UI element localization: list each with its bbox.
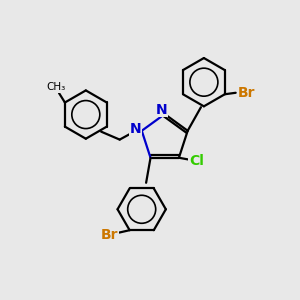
Text: CH₃: CH₃ (46, 82, 66, 92)
Text: N: N (130, 122, 141, 136)
Text: N: N (155, 103, 167, 117)
Text: Cl: Cl (189, 154, 204, 168)
Text: Br: Br (238, 86, 255, 100)
Text: Br: Br (101, 228, 118, 242)
